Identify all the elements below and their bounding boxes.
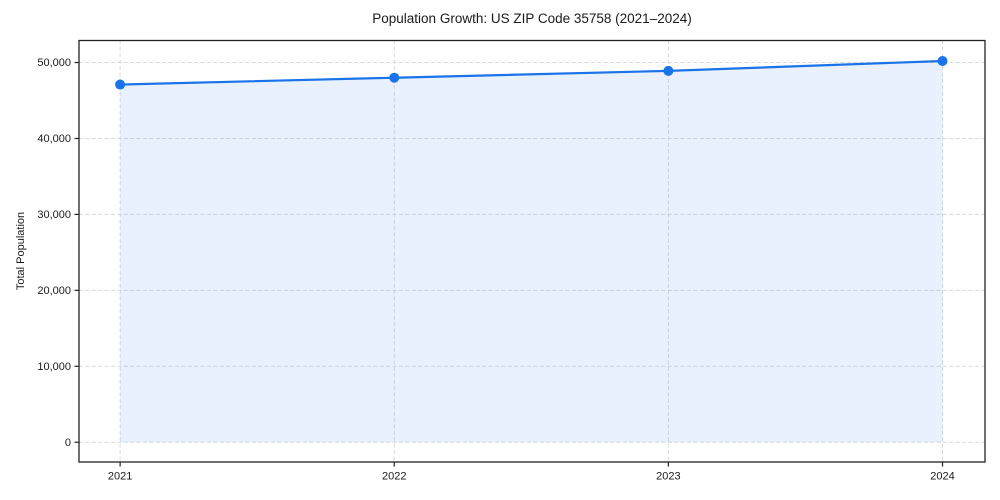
x-tick-label: 2021 [108,471,132,483]
y-tick-label: 0 [65,437,71,449]
x-tick-label: 2022 [382,471,406,483]
y-tick-label: 40,000 [37,133,71,145]
data-point-2023 [663,65,674,76]
y-tick-label: 10,000 [37,361,71,373]
y-tick-label: 20,000 [37,285,71,297]
chart-title: Population Growth: US ZIP Code 35758 (20… [372,11,692,26]
series-line [119,59,944,86]
x-tick-label: 2024 [930,471,954,483]
area-fill [120,61,943,443]
x-tick-label: 2023 [656,471,680,483]
data-point-2022 [389,72,400,83]
data-point-2021 [115,79,126,90]
y-tick-label: 50,000 [37,57,71,69]
data-point-2024 [937,56,948,67]
plot-border [78,39,986,463]
y-tick-label: 30,000 [37,209,71,221]
